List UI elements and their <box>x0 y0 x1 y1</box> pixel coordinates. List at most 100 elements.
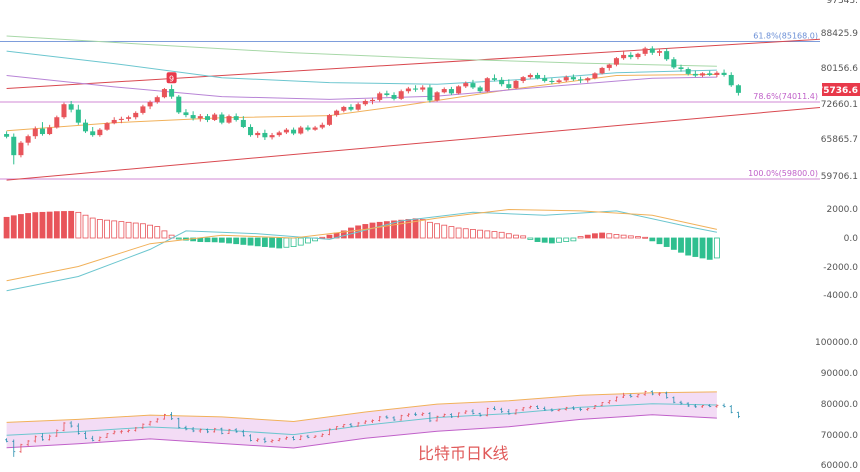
macd-bar <box>491 231 498 239</box>
channel-line <box>6 38 821 90</box>
candle-body <box>499 79 505 85</box>
macd-bar <box>118 221 125 239</box>
candle-body <box>255 132 261 136</box>
macd-bar <box>462 228 469 239</box>
watermark-label: 比特币日K线 <box>418 444 509 463</box>
candle-body <box>348 106 354 110</box>
candle-body <box>97 129 103 136</box>
candle-body <box>176 96 182 113</box>
candle-body <box>25 136 31 143</box>
macd-bar <box>448 226 455 239</box>
macd-panel <box>3 208 720 292</box>
macd-bar <box>25 213 32 239</box>
candle-body <box>570 77 576 80</box>
macd-bar <box>577 236 584 239</box>
macd-bar <box>649 237 656 242</box>
macd-bar <box>75 211 82 239</box>
macd-bar <box>642 236 649 239</box>
candle-body <box>262 132 268 138</box>
macd-bar <box>46 211 53 239</box>
macd-bar <box>305 237 311 244</box>
candle-body <box>39 128 45 135</box>
macd-bar <box>269 237 275 248</box>
candle-body <box>520 77 526 81</box>
candle-body <box>506 84 512 88</box>
macd-bar <box>39 211 46 239</box>
candle-body <box>585 78 591 81</box>
candle-body <box>334 110 340 116</box>
macd-bar <box>18 214 24 239</box>
macd-bar <box>541 237 548 243</box>
candle-body <box>405 88 411 92</box>
fib-label: 78.6%(74011.4) <box>753 92 818 101</box>
candle-body <box>269 135 275 138</box>
candle-body <box>212 114 218 120</box>
macd-bar <box>391 220 397 239</box>
macd-bar <box>592 233 598 239</box>
price-tick-label: 80156.6 <box>821 64 858 74</box>
macd-bar <box>470 229 476 239</box>
macd-bar <box>240 237 247 245</box>
macd-bar <box>261 237 268 247</box>
macd-bar <box>513 234 519 239</box>
macd-bar <box>663 237 670 247</box>
macd-bar <box>3 216 10 239</box>
macd-bar <box>175 237 182 240</box>
candle-body <box>54 117 60 128</box>
candle-body <box>326 115 332 125</box>
candle-body <box>448 89 454 94</box>
candle-body <box>47 127 53 135</box>
candle-body <box>484 78 490 92</box>
macd-bar <box>276 237 283 249</box>
macd-bar <box>484 230 491 239</box>
candle-body <box>592 73 598 79</box>
macd-bar <box>670 237 677 250</box>
candle-body <box>549 80 555 83</box>
current-price-badge <box>822 83 860 96</box>
macd-bar <box>254 237 261 247</box>
candle-body <box>384 93 390 96</box>
candle-body <box>126 117 132 119</box>
bollinger-panel <box>5 390 740 457</box>
candle-body <box>642 48 648 54</box>
macd-bar <box>96 219 103 239</box>
macd-bar <box>211 237 218 243</box>
bollinger-tick-label: 60000.0 <box>821 461 858 471</box>
macd-bar <box>154 226 161 239</box>
current-price-label: 75736.6 <box>817 86 858 96</box>
macd-bar <box>283 237 290 248</box>
candle-body <box>319 124 325 128</box>
candle-body <box>118 118 124 120</box>
macd-bar <box>599 232 606 239</box>
candle-body <box>456 86 462 94</box>
macd-bar <box>233 237 240 245</box>
candle-body <box>377 93 383 100</box>
macd-bar <box>505 233 512 239</box>
candle-body <box>312 127 318 130</box>
candle-body <box>233 116 239 120</box>
channel-line <box>6 106 821 181</box>
candle-body <box>68 104 74 110</box>
fib-label: 100.0%(59800.0) <box>748 169 818 178</box>
candle-body <box>542 78 548 81</box>
price-tick-label: 72660.1 <box>821 100 858 110</box>
candle-body <box>599 67 605 74</box>
macd-bar <box>520 235 527 239</box>
candle-body <box>635 53 641 58</box>
macd-bar <box>362 224 369 239</box>
candle-body <box>369 99 376 101</box>
candle-body <box>183 112 189 116</box>
candle-body <box>678 67 684 70</box>
macd-tick-label: -4000.0 <box>823 291 858 301</box>
signal-marker <box>166 72 177 84</box>
macd-bar <box>204 237 211 243</box>
candle-body <box>606 64 612 68</box>
macd-bar <box>53 211 60 239</box>
macd-signal-line <box>6 208 718 282</box>
candle-body <box>441 89 447 93</box>
macd-bar <box>498 231 505 239</box>
macd-bar <box>678 237 684 253</box>
candle-body <box>133 112 139 118</box>
